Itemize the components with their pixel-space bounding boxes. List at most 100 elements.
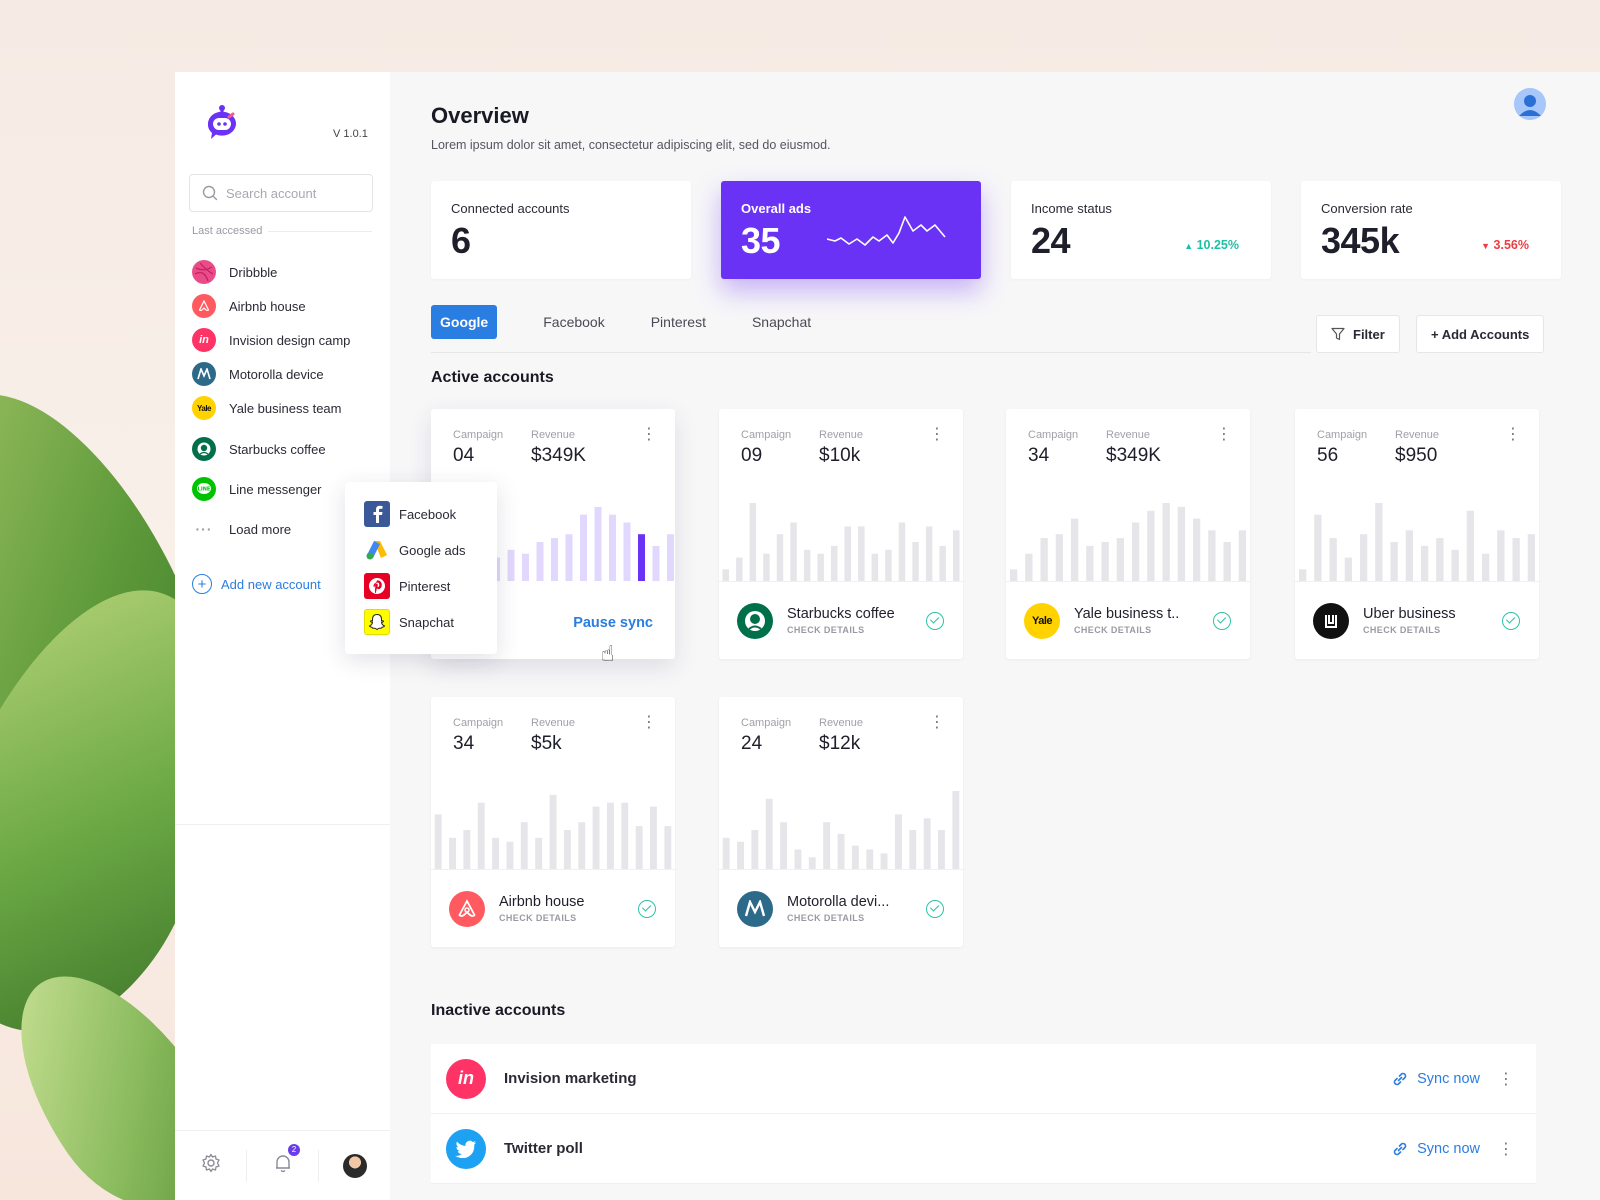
- more-vertical-icon[interactable]: ⋮: [1216, 426, 1232, 443]
- sync-now-label: Sync now: [1417, 1070, 1480, 1087]
- check-details-link[interactable]: CHECK DETAILS: [787, 625, 865, 635]
- stat-value: 6: [451, 220, 471, 261]
- chart-bar: [1177, 506, 1185, 581]
- check-circle-icon: [1502, 611, 1520, 630]
- account-card[interactable]: Campaign Revenue 34 $349K ⋮ Yale Yale business…: [1006, 409, 1250, 659]
- sidebar-item-invision[interactable]: in Invision design camp: [192, 323, 350, 357]
- notifications-button[interactable]: 2: [247, 1143, 319, 1182]
- chart-bar: [912, 542, 919, 581]
- chart-bar: [939, 545, 946, 581]
- caret-down-icon: ▼: [1481, 241, 1491, 251]
- revenue-bar-chart: [1299, 503, 1535, 581]
- chart-bar: [895, 814, 902, 869]
- airbnb-icon: [192, 294, 216, 318]
- add-accounts-button[interactable]: + Add Accounts: [1416, 315, 1545, 353]
- revenue-bar-chart: [722, 503, 960, 581]
- chart-bar: [923, 818, 931, 869]
- chart-bar: [1299, 569, 1307, 581]
- chart-bar: [1238, 530, 1246, 581]
- more-vertical-icon[interactable]: ⋮: [1498, 1140, 1514, 1158]
- sync-now-button[interactable]: Sync now: [1391, 1070, 1480, 1088]
- chart-bar: [831, 545, 838, 581]
- tab-pinterest[interactable]: Pinterest: [650, 314, 706, 330]
- inactive-account-row[interactable]: in Invision marketing Sync now ⋮: [431, 1044, 1536, 1114]
- stat-conversion-rate[interactable]: Conversion rate 345k ▼ 3.56%: [1301, 181, 1561, 279]
- filter-button[interactable]: Filter: [1316, 315, 1400, 353]
- pause-sync-button[interactable]: Pause sync: [573, 615, 653, 631]
- stat-value: 345k: [1321, 220, 1400, 261]
- chart-bar: [667, 534, 674, 581]
- app-window: V 1.0.1 Last accessed Dribbble Airbnb ho…: [175, 72, 1600, 1200]
- stat-label: Connected accounts: [451, 201, 570, 216]
- load-more-button[interactable]: ··· Load more: [192, 512, 350, 546]
- account-card[interactable]: Campaign Revenue 24 $12k ⋮ Motorolla devi... C…: [719, 697, 963, 947]
- stat-overall-ads[interactable]: Overall ads 35: [721, 181, 981, 279]
- stat-connected-accounts[interactable]: Connected accounts 6: [431, 181, 691, 279]
- tab-snapchat[interactable]: Snapchat: [751, 314, 812, 330]
- add-new-account-button[interactable]: + Add new account: [192, 574, 321, 594]
- sidebar-footer: 2: [175, 1130, 390, 1200]
- tabs-divider: [431, 352, 1311, 353]
- account-card[interactable]: Campaign Revenue 09 $10k ⋮ Starbucks coffee CH…: [719, 409, 963, 659]
- version-label: V 1.0.1: [333, 128, 368, 140]
- settings-button[interactable]: [175, 1149, 247, 1182]
- revenue-bar-chart: [434, 794, 672, 869]
- sidebar-item-line[interactable]: LINE Line messenger: [192, 472, 350, 506]
- chart-bar: [507, 549, 515, 581]
- check-circle-icon: [1213, 611, 1231, 630]
- sidebar-item-motorola[interactable]: Motorolla device: [192, 357, 350, 391]
- chart-bar: [520, 822, 528, 869]
- motorola-icon: [192, 362, 216, 386]
- chart-bar: [623, 522, 631, 581]
- chart-bar: [1147, 510, 1155, 581]
- sidebar-item-airbnb[interactable]: Airbnb house: [192, 289, 350, 323]
- sidebar-item-dribbble[interactable]: Dribbble: [192, 255, 350, 289]
- check-details-link[interactable]: CHECK DETAILS: [1074, 625, 1152, 635]
- more-vertical-icon[interactable]: ⋮: [1505, 426, 1521, 443]
- sidebar-item-starbucks[interactable]: Starbucks coffee: [192, 432, 350, 466]
- check-details-link[interactable]: CHECK DETAILS: [499, 913, 577, 923]
- stat-value: 24: [1031, 220, 1071, 261]
- tab-google[interactable]: Google: [431, 305, 498, 339]
- inactive-account-row[interactable]: Twitter poll Sync now ⋮: [431, 1114, 1536, 1184]
- stat-label: Income status: [1031, 201, 1112, 216]
- menu-item-snapchat[interactable]: Snapchat: [345, 604, 497, 640]
- revenue-bar-chart: [1010, 503, 1246, 581]
- sidebar-item-yale[interactable]: Yale Yale business team: [192, 391, 350, 425]
- chart-bar: [477, 802, 485, 869]
- stat-income-status[interactable]: Income status 24 ▲ 10.25%: [1011, 181, 1271, 279]
- more-vertical-icon[interactable]: ⋮: [929, 714, 945, 731]
- search-input[interactable]: [226, 185, 366, 201]
- menu-item-google-ads[interactable]: Google ads: [345, 532, 497, 568]
- app-logo-icon[interactable]: [202, 102, 242, 142]
- main-content: Overview Lorem ipsum dolor sit amet, con…: [390, 72, 1600, 1200]
- uber-icon: [1313, 602, 1349, 639]
- menu-item-pinterest[interactable]: Pinterest: [345, 568, 497, 604]
- check-details-link[interactable]: CHECK DETAILS: [787, 913, 865, 923]
- chart-bar: [578, 822, 586, 869]
- inactive-accounts-title: Inactive accounts: [431, 1002, 566, 1019]
- check-details-link[interactable]: CHECK DETAILS: [1363, 625, 1441, 635]
- account-name: Starbucks coffee: [787, 606, 895, 622]
- user-profile-button[interactable]: [319, 1150, 390, 1182]
- account-card[interactable]: Campaign Revenue 34 $5k ⋮ Airbnb house CHECK D…: [431, 697, 675, 947]
- chart-bar: [866, 849, 874, 869]
- sync-now-button[interactable]: Sync now: [1391, 1140, 1480, 1158]
- filter-icon: [1331, 327, 1345, 341]
- more-vertical-icon[interactable]: ⋮: [929, 426, 945, 443]
- motorola-icon: [737, 890, 773, 927]
- tab-facebook[interactable]: Facebook: [543, 314, 605, 330]
- chart-bar: [1421, 545, 1429, 581]
- profile-avatar[interactable]: [1514, 88, 1546, 120]
- more-vertical-icon[interactable]: ⋮: [641, 426, 657, 443]
- svg-text:LINE: LINE: [198, 487, 211, 493]
- twitter-icon: [446, 1128, 486, 1169]
- account-card[interactable]: Campaign Revenue 56 $950 ⋮ Uber business CHECK…: [1295, 409, 1539, 659]
- more-vertical-icon[interactable]: ⋮: [641, 714, 657, 731]
- search-account-field[interactable]: [189, 174, 373, 212]
- revenue-value: $12k: [819, 733, 861, 754]
- user-icon: [1514, 88, 1546, 120]
- menu-item-facebook[interactable]: Facebook: [345, 496, 497, 532]
- campaign-label: Campaign: [741, 717, 792, 729]
- more-vertical-icon[interactable]: ⋮: [1498, 1070, 1514, 1088]
